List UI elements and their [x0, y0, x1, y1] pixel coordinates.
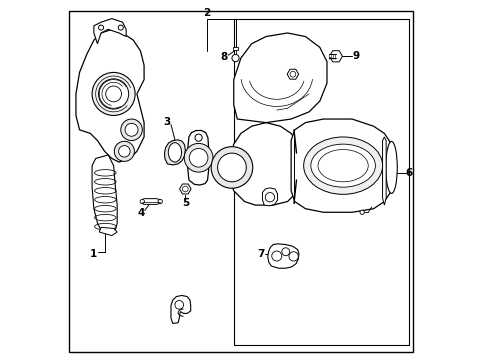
Circle shape — [189, 148, 207, 167]
Text: 4: 4 — [137, 208, 144, 219]
Ellipse shape — [168, 143, 181, 162]
Circle shape — [99, 25, 103, 30]
Text: 7: 7 — [257, 248, 264, 258]
Polygon shape — [76, 30, 144, 162]
Polygon shape — [382, 137, 386, 205]
Circle shape — [271, 251, 281, 261]
Polygon shape — [142, 199, 160, 204]
Polygon shape — [290, 119, 394, 212]
Circle shape — [289, 71, 295, 77]
Circle shape — [182, 186, 188, 192]
Text: 6: 6 — [405, 168, 412, 178]
Polygon shape — [94, 19, 126, 44]
Circle shape — [288, 252, 298, 261]
Polygon shape — [286, 69, 298, 79]
Text: 3: 3 — [163, 117, 171, 127]
Bar — [233, 19, 408, 345]
Polygon shape — [92, 155, 117, 234]
Text: 8: 8 — [221, 52, 227, 62]
Ellipse shape — [310, 144, 375, 187]
Circle shape — [114, 141, 134, 161]
Circle shape — [99, 79, 128, 109]
Text: 1: 1 — [90, 248, 97, 258]
Polygon shape — [233, 33, 326, 123]
Polygon shape — [187, 131, 208, 185]
Circle shape — [359, 210, 364, 215]
Ellipse shape — [317, 149, 367, 182]
Ellipse shape — [303, 137, 382, 194]
Circle shape — [119, 145, 130, 157]
Circle shape — [158, 199, 162, 204]
Text: 2: 2 — [203, 8, 210, 18]
Polygon shape — [99, 227, 117, 235]
Circle shape — [231, 54, 239, 62]
Circle shape — [211, 147, 252, 188]
Text: 5: 5 — [182, 198, 188, 208]
Polygon shape — [164, 140, 185, 165]
Circle shape — [281, 248, 289, 256]
Polygon shape — [179, 184, 191, 194]
Circle shape — [121, 119, 142, 140]
Polygon shape — [230, 123, 301, 205]
Circle shape — [140, 199, 144, 204]
Circle shape — [217, 153, 246, 182]
Circle shape — [265, 193, 274, 202]
Ellipse shape — [385, 141, 396, 193]
Polygon shape — [262, 188, 277, 206]
Circle shape — [195, 134, 202, 141]
Polygon shape — [171, 296, 190, 323]
Text: 9: 9 — [352, 51, 359, 61]
Polygon shape — [329, 51, 342, 62]
Circle shape — [125, 123, 138, 136]
Circle shape — [105, 86, 121, 102]
Circle shape — [184, 143, 212, 172]
Circle shape — [92, 72, 135, 116]
Circle shape — [118, 25, 123, 30]
Circle shape — [175, 301, 183, 309]
Polygon shape — [232, 47, 238, 50]
Polygon shape — [267, 244, 298, 268]
